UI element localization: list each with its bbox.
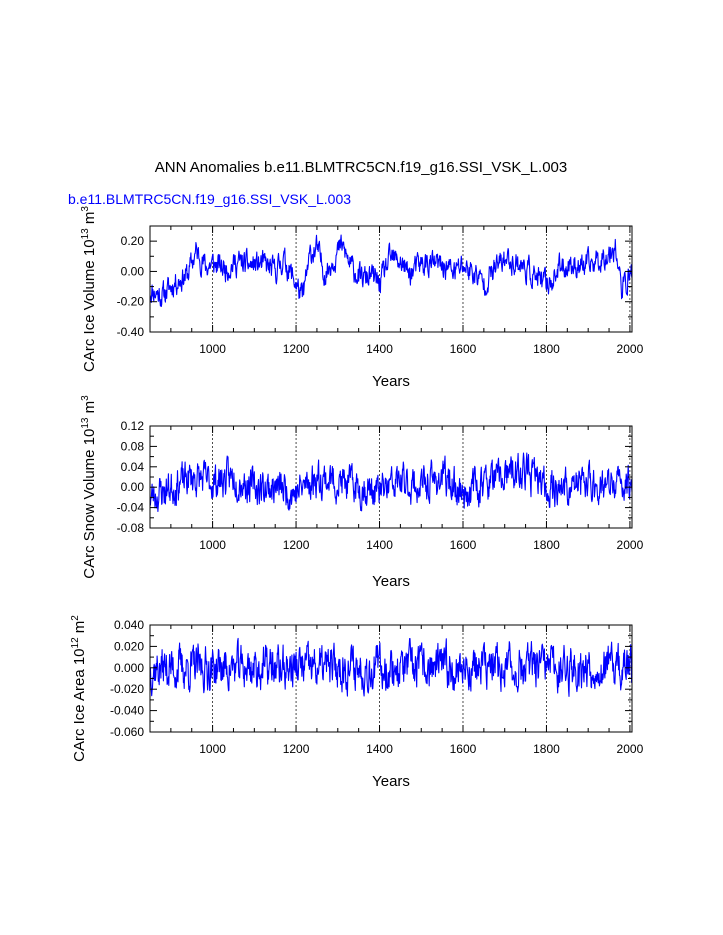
- ylabel-ice-area: CArc Ice Area 1012 m2: [70, 615, 88, 762]
- xlabel-snow-volume: Years: [372, 573, 410, 590]
- x-tick-label: 1600: [450, 538, 477, 552]
- x-tick-label: 1200: [283, 742, 310, 756]
- y-tick-label: 0.000: [114, 661, 144, 675]
- series-line: [149, 234, 633, 308]
- plot-frame: [149, 225, 633, 333]
- y-tick-label: -0.040: [110, 704, 144, 718]
- x-tick-label: 1000: [199, 342, 226, 356]
- y-tick-label: -0.04: [117, 501, 145, 515]
- y-tick-label: 0.020: [114, 639, 144, 653]
- x-tick-label: 1800: [533, 538, 560, 552]
- y-tick-label: 0.20: [121, 234, 145, 248]
- y-tick-label: 0.04: [121, 460, 145, 474]
- series-line: [149, 637, 633, 697]
- figure-title: ANN Anomalies b.e11.BLMTRC5CN.f19_g16.SS…: [155, 159, 567, 176]
- ylabel-snow-volume: CArc Snow Volume 1013 m3: [80, 395, 98, 579]
- panel-ice-volume: CArc Ice Volume 1013 m3 Years 1000 1200 14…: [80, 206, 644, 390]
- x-tick-label: 1600: [450, 342, 477, 356]
- y-tick-label: 0.08: [121, 439, 145, 453]
- y-tick-label: 0.12: [121, 419, 145, 433]
- y-tick-label: -0.20: [117, 295, 145, 309]
- panel-ice-area: CArc Ice Area 1012 m2 Years 1000 1200 1400…: [70, 615, 644, 790]
- x-tick-label: 2000: [617, 538, 644, 552]
- x-tick-label: 1000: [199, 742, 226, 756]
- y-tick-label: -0.40: [117, 325, 145, 339]
- y-tick-label: 0.00: [121, 264, 145, 278]
- case-label: b.e11.BLMTRC5CN.f19_g16.SSI_VSK_L.003: [68, 191, 351, 207]
- y-tick-label: 0.040: [114, 618, 144, 632]
- x-tick-label: 2000: [617, 742, 644, 756]
- y-tick-label: 0.00: [121, 480, 145, 494]
- x-tick-label: 1600: [450, 742, 477, 756]
- y-tick-label: -0.08: [117, 521, 145, 535]
- y-tick-label: -0.060: [110, 725, 144, 739]
- x-tick-label: 1400: [366, 742, 393, 756]
- x-tick-label: 2000: [617, 342, 644, 356]
- series-line: [149, 452, 633, 513]
- panel-snow-volume: CArc Snow Volume 1013 m3 Years 1000 1200 1…: [80, 395, 644, 590]
- x-tick-label: 1200: [283, 538, 310, 552]
- x-tick-label: 1800: [533, 342, 560, 356]
- x-tick-label: 1800: [533, 742, 560, 756]
- xlabel-ice-volume: Years: [372, 373, 410, 390]
- ylabel-ice-volume: CArc Ice Volume 1013 m3: [80, 206, 98, 372]
- x-tick-label: 1200: [283, 342, 310, 356]
- xlabel-ice-area: Years: [372, 773, 410, 790]
- y-tick-label: -0.020: [110, 682, 144, 696]
- x-tick-label: 1000: [199, 538, 226, 552]
- x-tick-label: 1400: [366, 538, 393, 552]
- x-tick-label: 1400: [366, 342, 393, 356]
